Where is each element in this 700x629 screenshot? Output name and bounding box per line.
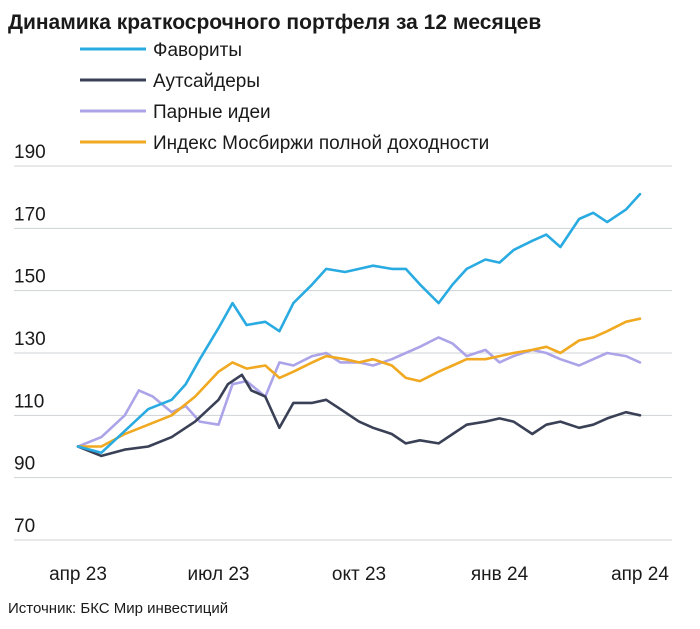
x-tick-label: янв 24 bbox=[471, 564, 529, 585]
y-tick-label: 130 bbox=[14, 329, 46, 350]
series-pair-ideas-line bbox=[76, 336, 642, 448]
y-axis-ticks: 70 90 110 130 150 170 190 bbox=[14, 142, 46, 537]
y-tick-label: 150 bbox=[14, 267, 46, 288]
legend-label-moex-index: Индекс Мосбиржи полной доходности bbox=[153, 133, 489, 154]
series-favorites-line bbox=[76, 192, 642, 454]
legend: Фавориты Аутсайдеры Парные идеи Индекс М… bbox=[80, 40, 489, 154]
y-tick-label: 190 bbox=[14, 142, 46, 163]
y-tick-label: 110 bbox=[14, 391, 44, 412]
x-tick-label: июл 23 bbox=[188, 564, 250, 585]
x-tick-label: окт 23 bbox=[332, 564, 386, 585]
source-note: Источник: БКС Мир инвестиций bbox=[8, 600, 228, 617]
x-tick-label: апр 24 bbox=[611, 564, 669, 585]
y-tick-label: 90 bbox=[14, 454, 35, 475]
chart-title: Динамика краткосрочного портфеля за 12 м… bbox=[8, 11, 541, 34]
x-tick-label: апр 23 bbox=[49, 564, 107, 585]
series-lines bbox=[76, 192, 642, 458]
x-axis-ticks: апр 23 июл 23 окт 23 янв 24 апр 24 bbox=[49, 564, 669, 585]
legend-label-outsiders: Аутсайдеры bbox=[153, 71, 260, 92]
gridlines bbox=[14, 165, 672, 541]
series-moex-index-line bbox=[76, 317, 642, 448]
series-outsiders-line bbox=[76, 373, 642, 458]
legend-label-pair-ideas: Парные идеи bbox=[153, 102, 271, 123]
y-tick-label: 170 bbox=[14, 204, 46, 225]
legend-label-favorites: Фавориты bbox=[153, 40, 242, 61]
y-tick-label: 70 bbox=[14, 516, 35, 537]
